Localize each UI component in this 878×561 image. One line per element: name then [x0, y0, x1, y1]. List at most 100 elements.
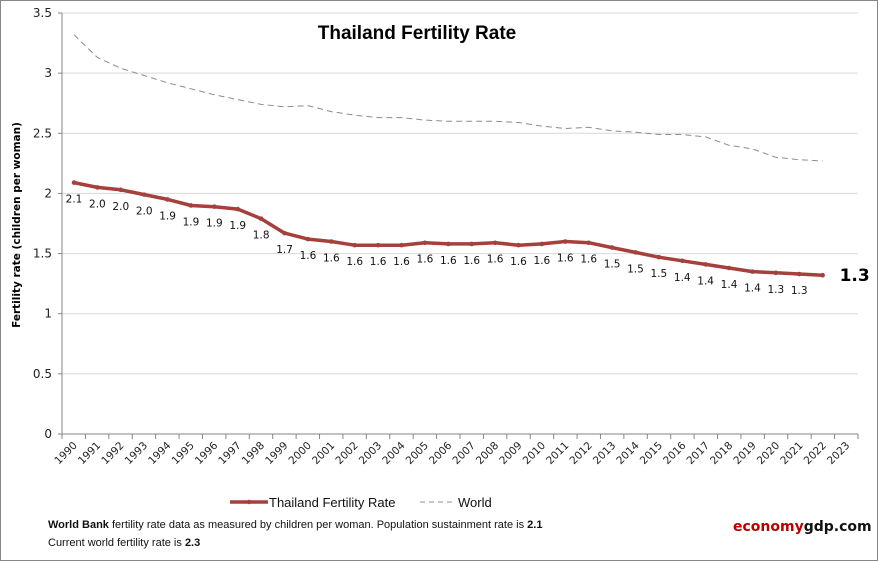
data-point-thailand: [633, 250, 638, 255]
footer-line-2: Current world fertility rate is 2.3: [48, 537, 200, 549]
data-label-thailand: 1.6: [417, 254, 434, 266]
data-label-thailand: 1.3: [767, 284, 784, 296]
x-tick-label: 2002: [333, 440, 360, 467]
data-point-thailand: [516, 242, 521, 248]
x-tick-label: 1999: [263, 440, 290, 467]
data-label-thailand: 1.4: [697, 275, 714, 287]
footer-source: World Bank: [48, 519, 109, 531]
data-label-thailand: 2.0: [136, 206, 153, 218]
data-label-thailand: 1.9: [206, 218, 223, 230]
data-point-thailand: [492, 240, 498, 246]
data-labels: 2.1 2.0 2.0 2.0 1.9 1.9 1.9 1.9 1.8 1.7 1.6 1.6 1.6 1…: [66, 194, 870, 297]
data-label-thailand: 1.6: [534, 255, 551, 267]
x-tick-label: 1992: [99, 440, 126, 467]
data-label-thailand: 1.5: [627, 263, 644, 275]
data-point-thailand: [235, 206, 241, 212]
x-tick-label: 1995: [169, 440, 196, 467]
x-tick-label: 2010: [521, 440, 548, 467]
x-tick-label: 1990: [52, 440, 79, 467]
data-point-thailand: [726, 265, 732, 271]
data-point-thailand: [446, 241, 451, 247]
latest-value-annotation: 1.3: [840, 266, 870, 286]
data-point-thailand: [609, 245, 615, 250]
x-tick-label: 1997: [216, 440, 243, 467]
footer-sustainment-value: 2.1: [527, 519, 543, 531]
data-label-thailand: 1.6: [557, 253, 574, 265]
x-tick-label: 1998: [240, 440, 267, 467]
y-tick-label: 0.5: [33, 367, 52, 381]
y-tick-label: 1: [44, 307, 52, 321]
x-tick-label: 2020: [755, 440, 782, 467]
y-tick-label: 0: [44, 427, 52, 441]
x-tick-label: 2022: [802, 440, 829, 467]
x-tick-label: 2009: [497, 440, 524, 467]
x-tick-label: 2017: [685, 440, 712, 467]
data-label-thailand: 2.0: [112, 201, 129, 213]
data-label-thailand: 1.6: [510, 256, 527, 268]
data-point-thailand: [469, 241, 474, 247]
data-point-thailand: [399, 242, 404, 248]
y-tick-label: 1.5: [33, 247, 52, 261]
y-tick-label: 2.5: [33, 126, 52, 140]
data-point-thailand: [422, 240, 428, 246]
legend-label-world: World: [458, 495, 492, 510]
x-tick-label: 2008: [474, 440, 501, 467]
x-tick-label: 1996: [193, 439, 221, 467]
x-tick-label: 2004: [380, 439, 408, 467]
legend-label-thailand: Thailand Fertility Rate: [269, 495, 395, 510]
data-label-thailand: 1.6: [300, 250, 317, 262]
x-tick-label: 2019: [731, 440, 758, 467]
data-point-thailand: [282, 230, 287, 236]
brand-part-2: gdp.com: [803, 519, 872, 535]
x-tick-label: 2013: [591, 440, 618, 467]
x-tick-label: 2021: [778, 440, 805, 467]
data-point-thailand: [118, 187, 124, 193]
data-point-thailand: [352, 242, 358, 248]
brand-logo[interactable]: economygdp.com: [733, 519, 872, 535]
data-point-thailand: [188, 203, 194, 208]
footer-world-value: 2.3: [184, 537, 201, 549]
data-label-thailand: 1.6: [370, 256, 387, 268]
footer-text-1: fertility rate data as measured by child…: [108, 519, 528, 531]
x-tick-label: 2011: [544, 440, 571, 467]
data-point-thailand: [141, 192, 147, 197]
data-label-thailand: 1.8: [253, 230, 270, 242]
data-label-thailand: 2.1: [66, 194, 83, 206]
y-tick-label: 2: [44, 186, 52, 200]
y-tick-label: 3.5: [33, 6, 52, 20]
y-tick-label: 3: [44, 66, 52, 80]
x-tick-labels: 1990199119921993199419951996199719981999…: [52, 439, 852, 467]
data-point-thailand: [258, 216, 264, 221]
data-label-thailand: 1.9: [183, 216, 200, 228]
legend-marker-thailand: [246, 499, 252, 505]
x-tick-label: 2018: [708, 440, 735, 467]
legend-item-world: World: [420, 495, 492, 510]
data-point-thailand: [375, 242, 381, 248]
data-label-thailand: 2.0: [89, 198, 106, 210]
x-tick-label: 2015: [638, 440, 665, 467]
x-tick-label: 1993: [123, 440, 150, 467]
data-label-thailand: 1.6: [580, 254, 597, 266]
data-label-thailand: 1.3: [791, 285, 808, 297]
data-point-thailand: [679, 258, 685, 264]
x-tick-label: 1991: [76, 440, 103, 467]
data-point-thailand: [539, 241, 545, 247]
data-label-thailand: 1.9: [159, 210, 176, 222]
y-tick-labels: 0 0.5 1 1.5 2 2.5 3 3.5: [33, 6, 52, 441]
x-tick-label: 2005: [404, 440, 431, 467]
data-label-thailand: 1.6: [393, 256, 410, 268]
x-tick-label: 2023: [825, 440, 852, 467]
data-label-thailand: 1.9: [229, 220, 246, 232]
legend: Thailand Fertility Rate World: [230, 495, 492, 510]
x-tick-label: 1994: [146, 439, 174, 467]
data-label-thailand: 1.4: [744, 283, 761, 295]
axes: [58, 12, 859, 439]
data-label-thailand: 1.6: [323, 253, 340, 265]
x-tick-label: 2014: [614, 439, 642, 467]
data-point-thailand: [773, 270, 779, 276]
data-label-thailand: 1.6: [463, 255, 480, 267]
x-tick-label: 2006: [427, 439, 455, 467]
data-point-thailand: [212, 204, 217, 209]
data-label-thailand: 1.6: [440, 255, 457, 267]
